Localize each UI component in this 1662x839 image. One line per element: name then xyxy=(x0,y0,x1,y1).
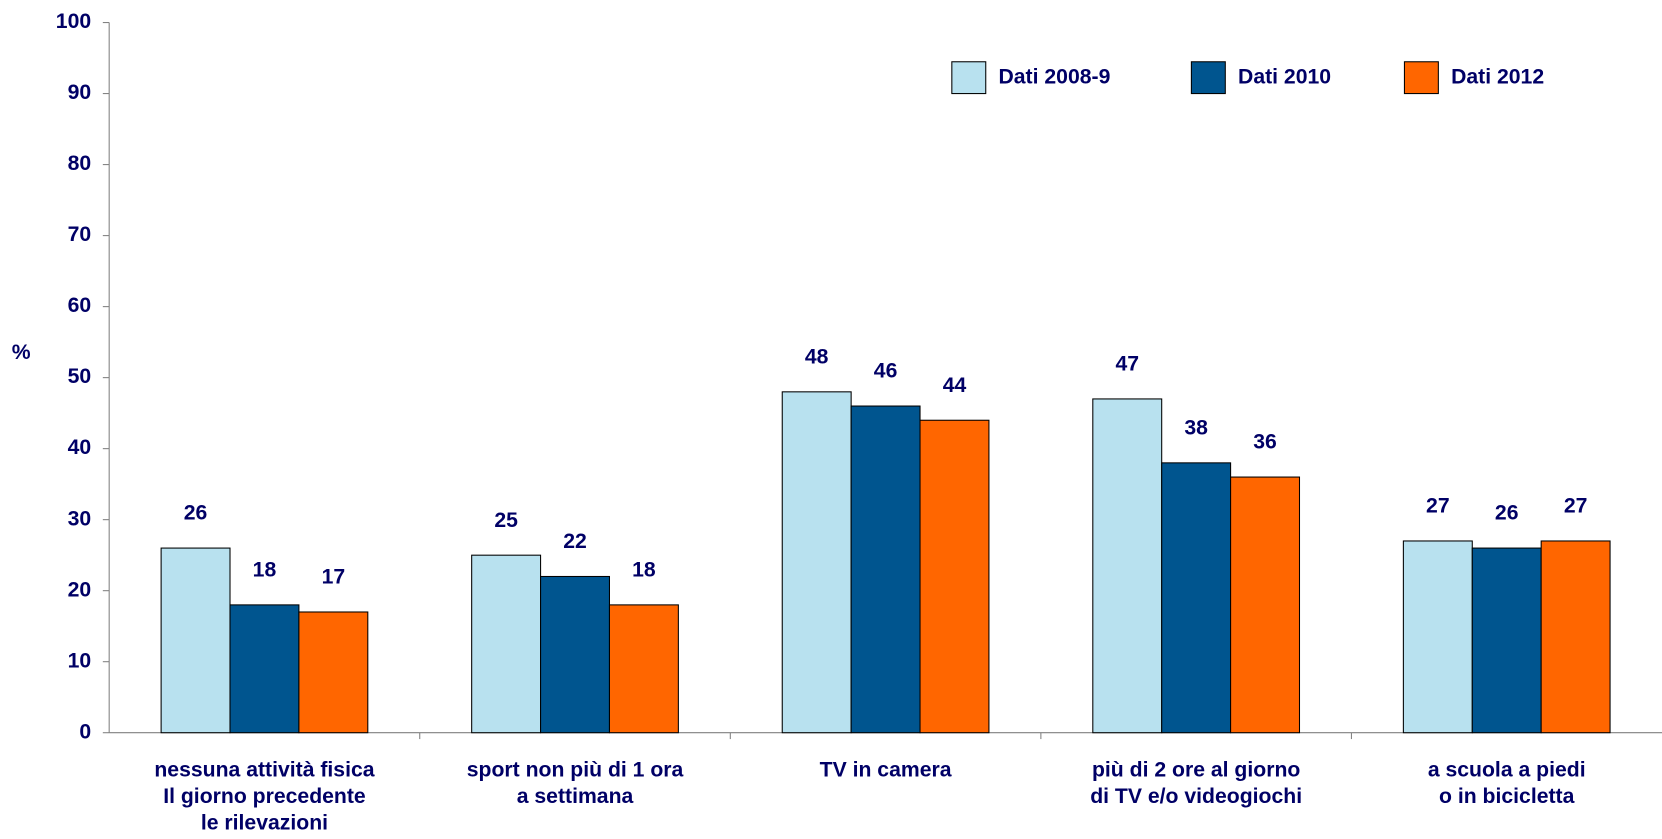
x-tick-label: nessuna attività fisica xyxy=(154,758,374,781)
bar xyxy=(1402,540,1473,734)
value-label: 26 xyxy=(1495,502,1519,525)
bar xyxy=(298,611,369,734)
bar xyxy=(160,547,231,734)
y-tick-label: 50 xyxy=(68,365,92,388)
legend-swatch xyxy=(1190,61,1226,95)
bar xyxy=(1092,398,1163,734)
y-axis-label: % xyxy=(12,341,31,364)
value-label: 27 xyxy=(1564,495,1588,518)
legend-swatch xyxy=(951,61,987,95)
legend-swatch xyxy=(1403,61,1439,95)
y-tick-label: 70 xyxy=(68,223,92,246)
x-tick-label: a settimana xyxy=(517,785,634,808)
value-label: 27 xyxy=(1426,495,1450,518)
bar xyxy=(781,391,852,734)
value-label: 17 xyxy=(322,566,346,589)
bar xyxy=(1230,476,1301,734)
value-label: 18 xyxy=(253,559,277,582)
bar xyxy=(1471,547,1542,734)
x-tick-label: sport non più di 1 ora xyxy=(467,758,684,781)
y-tick-label: 10 xyxy=(68,649,92,672)
bar xyxy=(471,554,542,734)
x-tick-label: TV in camera xyxy=(820,758,952,781)
bar xyxy=(540,575,611,734)
value-label: 46 xyxy=(874,360,898,383)
legend-label: Dati 2008-9 xyxy=(998,65,1110,88)
value-label: 36 xyxy=(1253,431,1277,454)
value-label: 48 xyxy=(805,346,829,369)
y-tick-label: 40 xyxy=(68,436,92,459)
y-tick-label: 90 xyxy=(68,81,92,104)
value-label: 44 xyxy=(943,374,967,397)
bar xyxy=(1540,540,1611,734)
legend-label: Dati 2010 xyxy=(1238,65,1331,88)
y-tick-label: 60 xyxy=(68,294,92,317)
bar xyxy=(1161,462,1232,734)
y-tick-label: 100 xyxy=(56,10,91,33)
value-label: 47 xyxy=(1115,353,1139,376)
x-tick-label: a scuola a piedi xyxy=(1428,758,1586,781)
legend-label: Dati 2012 xyxy=(1451,65,1544,88)
value-label: 18 xyxy=(632,559,656,582)
y-tick-label: 30 xyxy=(68,507,92,530)
bar xyxy=(919,419,990,734)
value-label: 22 xyxy=(563,530,587,553)
x-tick-label: le rilevazioni xyxy=(201,811,328,834)
x-tick-label: più di 2 ore al giorno xyxy=(1092,758,1300,781)
y-tick-label: 0 xyxy=(79,720,91,743)
x-tick-label: o in bicicletta xyxy=(1439,785,1575,808)
bar xyxy=(608,604,679,734)
value-label: 25 xyxy=(494,509,518,532)
y-tick-label: 20 xyxy=(68,578,92,601)
x-tick-label: Il giorno precedente xyxy=(163,785,366,808)
bar xyxy=(229,604,300,734)
x-tick-label: di TV e/o videogiochi xyxy=(1090,785,1302,808)
bar xyxy=(850,405,921,734)
y-tick-label: 80 xyxy=(68,152,92,175)
value-label: 26 xyxy=(184,502,208,525)
value-label: 38 xyxy=(1184,417,1208,440)
